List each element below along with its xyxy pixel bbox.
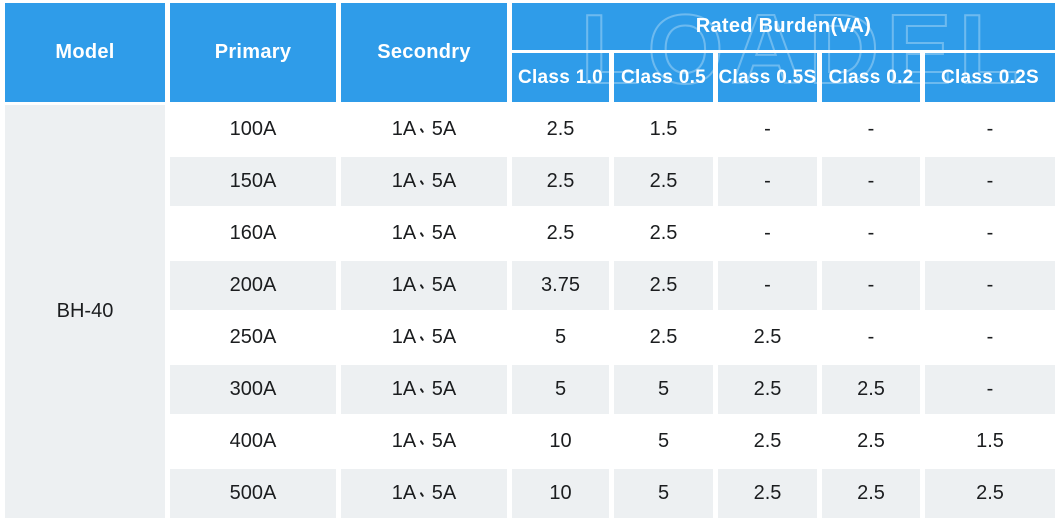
header-class-0-2: Class 0.2 [822, 53, 920, 102]
burden-cell: 10 [512, 469, 609, 518]
burden-cell: - [925, 157, 1055, 206]
burden-cell: - [925, 365, 1055, 414]
ideographic-comma [418, 489, 428, 499]
header-row-classes: Class 1.0 Class 0.5 Class 0.5S Class 0.2… [5, 53, 1055, 102]
primary-cell: 500A [170, 469, 336, 518]
table-row: 500A 1A 5A 10 5 2.5 2.5 2.5 [5, 469, 1055, 518]
burden-cell: 1.5 [614, 105, 713, 154]
burden-cell: - [925, 313, 1055, 362]
secondary-cell: 1A 5A [341, 365, 507, 414]
burden-cell: 5 [614, 469, 713, 518]
ideographic-comma [418, 229, 428, 239]
burden-cell: 5 [512, 313, 609, 362]
burden-cell: - [822, 261, 920, 310]
burden-cell: 5 [614, 417, 713, 466]
secondary-cell: 1A 5A [341, 313, 507, 362]
burden-cell: - [822, 157, 920, 206]
burden-cell: 1.5 [925, 417, 1055, 466]
header-class-0-5: Class 0.5 [614, 53, 713, 102]
table-row: 200A 1A 5A 3.75 2.5 - - - [5, 261, 1055, 310]
burden-cell: - [822, 105, 920, 154]
ideographic-comma [418, 125, 428, 135]
burden-cell: 2.5 [925, 469, 1055, 518]
burden-cell: 2.5 [512, 209, 609, 258]
ideographic-comma [418, 437, 428, 447]
burden-cell: 2.5 [822, 469, 920, 518]
burden-cell: - [822, 313, 920, 362]
burden-cell: - [822, 209, 920, 258]
primary-cell: 300A [170, 365, 336, 414]
primary-cell: 200A [170, 261, 336, 310]
burden-cell: - [718, 157, 817, 206]
secondary-cell: 1A 5A [341, 209, 507, 258]
burden-cell: - [925, 261, 1055, 310]
primary-cell: 160A [170, 209, 336, 258]
header-secondary: Secondry [341, 3, 507, 102]
table-row: 150A 1A 5A 2.5 2.5 - - - [5, 157, 1055, 206]
burden-cell: - [718, 105, 817, 154]
header-primary: Primary [170, 3, 336, 102]
primary-cell: 100A [170, 105, 336, 154]
ideographic-comma [418, 281, 428, 291]
burden-cell: - [718, 261, 817, 310]
header-class-0-2s: Class 0.2S [925, 53, 1055, 102]
header-class-0-5s: Class 0.5S [718, 53, 817, 102]
header-class-1-0: Class 1.0 [512, 53, 609, 102]
table-row: 300A 1A 5A 5 5 2.5 2.5 - [5, 365, 1055, 414]
burden-cell: 2.5 [718, 365, 817, 414]
primary-cell: 400A [170, 417, 336, 466]
burden-cell: 2.5 [614, 209, 713, 258]
secondary-cell: 1A 5A [341, 105, 507, 154]
model-cell: BH-40 [5, 105, 165, 518]
burden-cell: - [718, 209, 817, 258]
primary-cell: 150A [170, 157, 336, 206]
burden-cell: 2.5 [822, 417, 920, 466]
burden-cell: 2.5 [718, 469, 817, 518]
burden-cell: 3.75 [512, 261, 609, 310]
secondary-cell: 1A 5A [341, 157, 507, 206]
primary-cell: 250A [170, 313, 336, 362]
burden-cell: 2.5 [718, 417, 817, 466]
ideographic-comma [418, 385, 428, 395]
burden-cell: 2.5 [718, 313, 817, 362]
burden-cell: - [925, 209, 1055, 258]
secondary-cell: 1A 5A [341, 417, 507, 466]
burden-cell: 2.5 [512, 105, 609, 154]
burden-cell: 5 [512, 365, 609, 414]
header-row-top: Model Primary Secondry Rated Burden(VA) [5, 3, 1055, 102]
burden-cell: 2.5 [822, 365, 920, 414]
burden-cell: 2.5 [614, 261, 713, 310]
table-header: Model Primary Secondry Rated Burden(VA) … [5, 3, 1055, 102]
secondary-cell: 1A 5A [341, 261, 507, 310]
burden-cell: 10 [512, 417, 609, 466]
burden-cell: 5 [614, 365, 713, 414]
table-row: BH-40 100A 1A 5A 2.5 1.5 - - - [5, 105, 1055, 518]
table-row: 160A 1A 5A 2.5 2.5 - - - [5, 209, 1055, 258]
ideographic-comma [418, 177, 428, 187]
burden-cell: 2.5 [614, 313, 713, 362]
burden-cell: 2.5 [512, 157, 609, 206]
table-row: 400A 1A 5A 10 5 2.5 2.5 1.5 [5, 417, 1055, 466]
header-model: Model [5, 3, 165, 102]
table-body: BH-40 100A 1A 5A 2.5 1.5 - - - 150A 1A 5A 2… [5, 105, 1055, 518]
header-rated-burden: Rated Burden(VA) [512, 3, 1055, 50]
ideographic-comma [418, 333, 428, 343]
secondary-cell: 1A 5A [341, 469, 507, 518]
table-row: 250A 1A 5A 5 2.5 2.5 - - [5, 313, 1055, 362]
burden-cell: - [925, 105, 1055, 154]
burden-cell: 2.5 [614, 157, 713, 206]
